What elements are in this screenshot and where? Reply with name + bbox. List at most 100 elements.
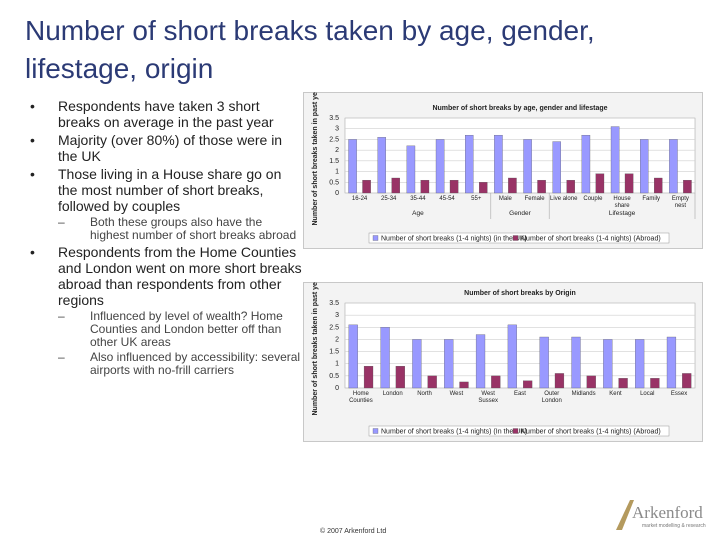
y-tick-label: 0.5 bbox=[329, 179, 339, 186]
y-axis-title: Number of short breaks taken in past yea… bbox=[312, 282, 319, 416]
bar bbox=[348, 324, 358, 389]
sub-bullet: Influenced by level of wealth? Home Coun… bbox=[48, 310, 302, 349]
y-tick-label: 2.5 bbox=[329, 324, 339, 331]
bar bbox=[479, 182, 488, 194]
bullet-text: Majority (over 80%) of those were in the… bbox=[58, 132, 283, 164]
y-tick-label: 2.5 bbox=[329, 136, 339, 143]
chart: Number of short breaks by Origin Number o… bbox=[303, 282, 703, 442]
x-tick-label: London bbox=[382, 391, 403, 397]
y-tick-label: 3.5 bbox=[329, 115, 339, 122]
bar bbox=[624, 173, 634, 194]
logo-name: Arkenford bbox=[632, 503, 703, 522]
bar bbox=[682, 373, 692, 389]
bar bbox=[539, 336, 549, 389]
bar bbox=[459, 381, 469, 389]
bar bbox=[377, 137, 386, 194]
chart-title: Number of short breaks by age, gender an… bbox=[432, 105, 607, 112]
group-label: Gender bbox=[509, 210, 531, 217]
bullet-list: Respondents have taken 3 short breaks on… bbox=[30, 98, 302, 379]
y-tick-label: 3.5 bbox=[329, 300, 339, 307]
bar bbox=[571, 336, 581, 389]
y-tick-label: 3 bbox=[335, 126, 339, 133]
bar bbox=[537, 179, 546, 194]
bar bbox=[444, 339, 454, 389]
bar bbox=[406, 145, 416, 194]
bar bbox=[586, 375, 596, 389]
bar bbox=[427, 375, 437, 389]
x-tick-label: Male bbox=[498, 196, 512, 202]
y-tick-label: 1.5 bbox=[329, 158, 339, 165]
logo-mark bbox=[616, 500, 634, 530]
bullet: Those living in a House share go on the … bbox=[30, 166, 302, 242]
bullet-text: Respondents from the Home Counties and L… bbox=[58, 244, 302, 308]
bullet: Majority (over 80%) of those were in the… bbox=[30, 132, 302, 164]
footer: © 2007 Arkenford Ltd bbox=[320, 528, 387, 535]
bar bbox=[435, 139, 445, 194]
bar bbox=[595, 173, 605, 194]
y-axis-title: Number of short breaks taken in past yea… bbox=[312, 92, 319, 226]
bar bbox=[412, 339, 422, 389]
y-tick-label: 2 bbox=[335, 336, 339, 343]
legend-swatch bbox=[512, 428, 519, 434]
legend-swatch bbox=[512, 235, 519, 241]
y-tick-label: 0 bbox=[335, 190, 339, 197]
bullet-text: Respondents have taken 3 short breaks on… bbox=[58, 98, 274, 130]
legend-swatch bbox=[372, 428, 379, 434]
bar bbox=[475, 334, 486, 389]
plot-area bbox=[344, 117, 696, 194]
legend-swatch bbox=[372, 235, 379, 241]
x-tick-label: 16-24 bbox=[351, 196, 368, 202]
x-tick-label: Kent bbox=[609, 391, 622, 397]
x-tick-label: East bbox=[513, 391, 526, 397]
group-label: Age bbox=[412, 210, 424, 217]
bar bbox=[380, 327, 390, 389]
legend-box bbox=[368, 425, 670, 437]
sub-bullet: Both these groups also have the highest … bbox=[48, 216, 302, 242]
bar bbox=[395, 365, 405, 389]
bar bbox=[650, 378, 660, 389]
x-tick-label: Empty nest bbox=[671, 196, 689, 209]
bar bbox=[523, 139, 532, 194]
group-label: Lifestage bbox=[608, 210, 636, 217]
bar bbox=[363, 365, 374, 389]
slide-title: Number of short breaks taken by age, gen… bbox=[25, 15, 595, 84]
x-tick-label: 35-44 bbox=[410, 196, 426, 202]
x-tick-label: Female bbox=[524, 196, 545, 202]
bar bbox=[581, 134, 591, 194]
legend-label: Number of short breaks (1-4 nights) (Abr… bbox=[521, 429, 661, 436]
x-tick-label: Outer London bbox=[541, 391, 562, 404]
legend-label: Number of short breaks (1-4 nights) (Abr… bbox=[521, 236, 661, 243]
y-tick-label: 3 bbox=[335, 312, 339, 319]
x-tick-label: 45-54 bbox=[439, 196, 455, 202]
bar bbox=[491, 375, 501, 389]
bar bbox=[635, 339, 645, 389]
bar bbox=[603, 339, 613, 389]
logo-tagline: market modelling & research bbox=[642, 523, 706, 529]
x-tick-label: 55+ bbox=[471, 196, 482, 202]
bar bbox=[566, 179, 575, 194]
bar bbox=[666, 336, 677, 389]
x-tick-label: West bbox=[449, 391, 464, 397]
bar bbox=[683, 179, 692, 194]
bar bbox=[654, 177, 663, 194]
chart-panel: Number of short breaks by age, gender an… bbox=[303, 92, 703, 249]
y-tick-label: 1 bbox=[335, 169, 339, 176]
legend-label: Number of short breaks (1-4 nights) (In … bbox=[381, 429, 527, 436]
bar bbox=[391, 177, 400, 194]
x-tick-label: 25-34 bbox=[381, 196, 397, 202]
x-tick-label: Family bbox=[642, 196, 661, 202]
bar bbox=[554, 373, 565, 389]
y-tick-label: 2 bbox=[335, 147, 339, 154]
x-tick-label: North bbox=[417, 391, 432, 397]
legend-label: Number of short breaks (1-4 nights) (in … bbox=[381, 236, 527, 243]
x-tick-label: Local bbox=[640, 391, 655, 397]
x-tick-label: Live alone bbox=[550, 196, 578, 202]
legend-box bbox=[368, 232, 670, 244]
x-tick-label: Essex bbox=[670, 391, 688, 397]
bullet: Respondents have taken 3 short breaks on… bbox=[30, 98, 302, 130]
x-tick-label: West Sussex bbox=[478, 391, 499, 404]
bar bbox=[449, 179, 459, 194]
chart: Number of short breaks by age, gender an… bbox=[303, 92, 703, 249]
sub-bullet: Also influenced by accessibility: severa… bbox=[48, 351, 302, 377]
bar bbox=[618, 378, 628, 389]
